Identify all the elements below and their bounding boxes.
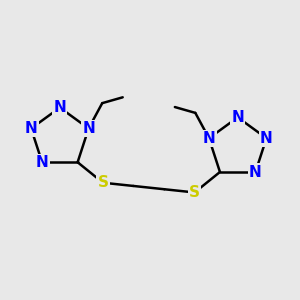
Text: S: S [98, 175, 109, 190]
Text: N: N [82, 121, 95, 136]
Text: N: N [36, 155, 49, 170]
Text: N: N [249, 164, 262, 179]
Text: N: N [25, 121, 38, 136]
Text: N: N [53, 100, 66, 115]
Text: S: S [189, 185, 200, 200]
Text: N: N [202, 131, 215, 146]
Text: N: N [260, 131, 273, 146]
Text: N: N [231, 110, 244, 125]
